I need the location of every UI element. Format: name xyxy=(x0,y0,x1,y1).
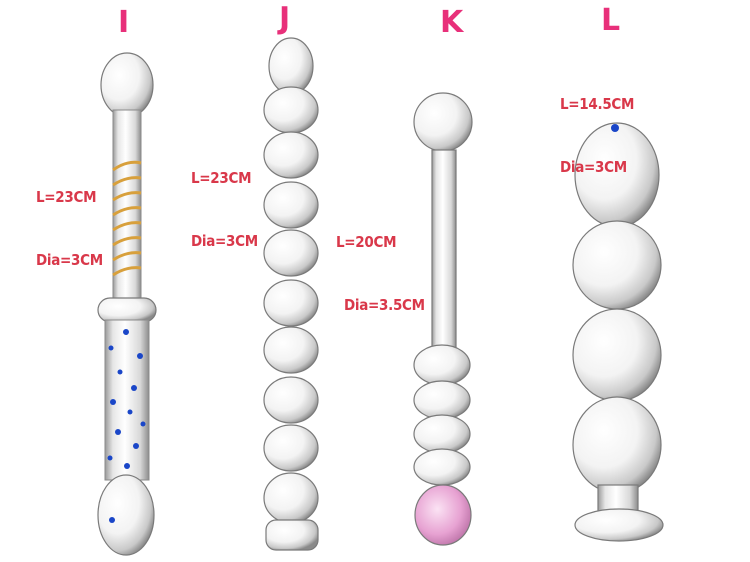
spec-k-length: L=20CM xyxy=(336,233,397,251)
product-k xyxy=(413,92,473,546)
spec-i-length: L=23CM xyxy=(36,188,97,206)
spec-j: L=23CM Dia=3CM xyxy=(191,126,258,294)
product-letter-j: J xyxy=(279,1,291,36)
spec-l-length: L=14.5CM xyxy=(560,95,635,113)
product-letter-l: L xyxy=(601,3,621,38)
product-l xyxy=(572,122,664,542)
spec-l: L=14.5CM Dia=3CM xyxy=(560,52,634,220)
product-i xyxy=(97,52,157,556)
spec-k-diameter: Dia=3.5CM xyxy=(344,296,425,314)
product-j xyxy=(263,37,319,551)
spec-i: L=23CM Dia=3CM xyxy=(36,145,103,313)
blue-dots xyxy=(107,329,146,469)
product-letter-k: K xyxy=(440,5,464,40)
spec-j-length: L=23CM xyxy=(191,169,252,187)
spec-k: L=20CM Dia=3.5CM xyxy=(336,190,425,358)
spec-i-diameter: Dia=3CM xyxy=(36,251,103,269)
spec-j-diameter: Dia=3CM xyxy=(191,232,258,250)
gold-spiral xyxy=(112,160,142,277)
product-letter-i: I xyxy=(118,5,130,40)
spec-l-diameter: Dia=3CM xyxy=(560,158,627,176)
